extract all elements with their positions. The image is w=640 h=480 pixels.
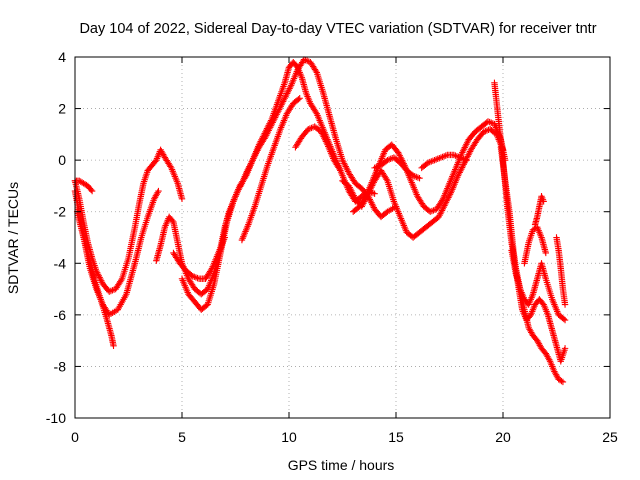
data-point [416,174,423,182]
grid-layer [75,57,610,418]
x-tick-label: 20 [495,429,511,445]
y-tick-label: -8 [54,358,67,374]
series-sat-track-i [292,123,344,174]
data-point [88,187,96,195]
data-point [87,186,95,193]
data-point [463,156,470,164]
y-tick-label: 0 [58,152,66,168]
series-sat-track-c [73,187,162,319]
y-tick-label: -10 [46,410,66,426]
x-axis-label: GPS time / hours [288,457,395,473]
x-tick-label: 0 [71,429,79,445]
data-point [558,377,565,385]
data-point [559,378,567,386]
data-point [540,198,547,205]
data-point [371,190,378,197]
data-point [546,356,553,363]
x-tick-label: 5 [178,429,186,445]
series-sat-track-m [418,151,470,172]
series-sat-track-g [178,56,400,313]
data-point [488,119,495,126]
data-point [155,187,162,195]
plot-frame [74,56,611,419]
series-sat-track-l [371,154,423,182]
series-sat-track-d [71,177,96,195]
data-point [542,249,549,257]
y-tick-label: -4 [54,255,67,271]
data-point [295,96,302,103]
data-point [154,189,161,196]
y-axis-label: SDTVAR / TECUs [5,182,21,294]
series-sat-track-p [508,247,567,386]
data-point [561,316,569,324]
x-tick-label: 15 [388,429,404,445]
y-tick-label: -2 [54,204,67,220]
series-sat-track-r [531,193,547,228]
data-point [117,277,125,284]
data-point [110,342,117,349]
x-tick-label: 25 [602,429,618,445]
x-tick-label: 10 [281,429,297,445]
data-point [336,165,343,173]
data-point [561,301,569,308]
data-point [337,167,344,174]
series-sat-track-h [238,95,303,244]
series-sat-track-a [71,146,186,295]
data-point [383,176,390,183]
y-tick-label: -6 [54,307,67,323]
data-point [560,315,567,323]
data-point [312,67,320,75]
series-sat-track-j [339,126,507,241]
data-point [169,217,176,224]
marks-layer [71,56,569,386]
y-tick-label: 2 [58,101,66,117]
data-point [561,345,569,352]
data-point [178,195,186,203]
series-sat-track-q [521,223,549,267]
chart-title: Day 104 of 2022, Sidereal Day-to-day VTE… [79,21,596,37]
y-tick-label: 4 [58,49,66,65]
data-point [296,95,303,102]
series-sat-track-s [553,234,569,308]
